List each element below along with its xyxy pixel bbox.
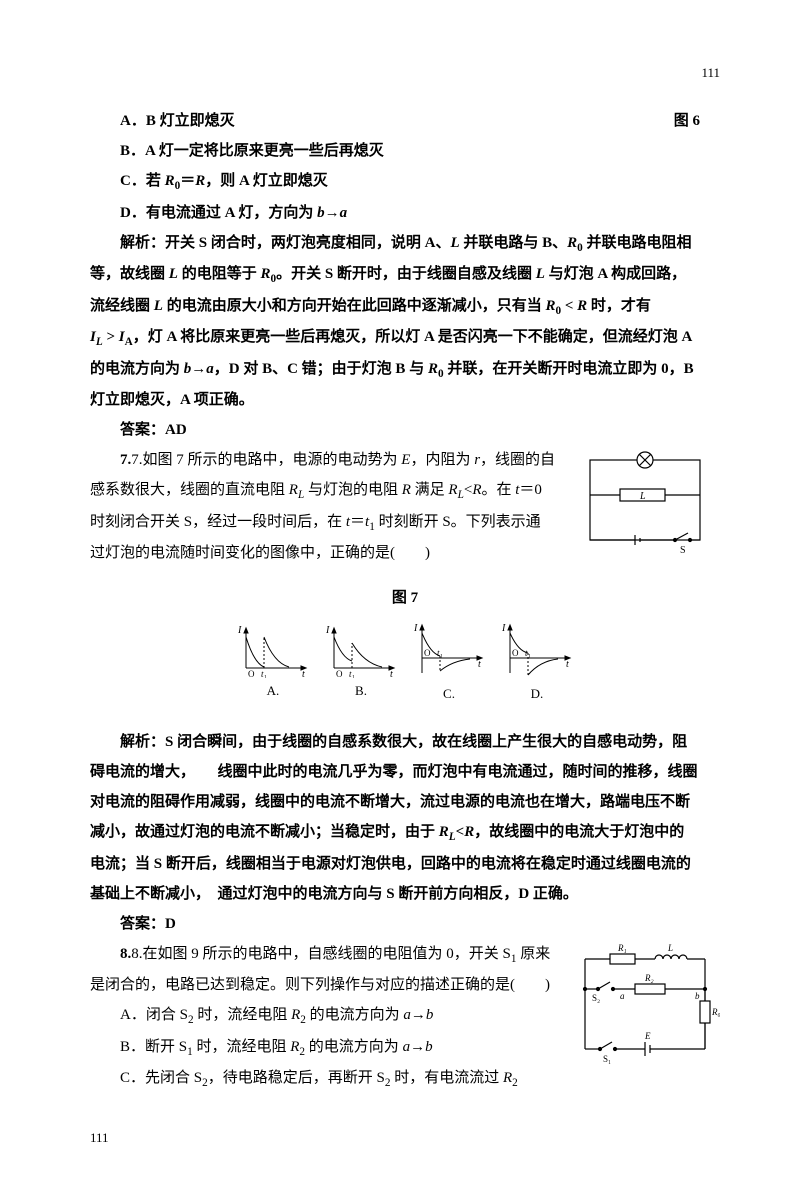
q8-opt-c: C．先闭合 S2，待电路稳定后，再断开 S2 时，有电流流过 R2 bbox=[90, 1063, 560, 1095]
q8-opt-b: B．断开 S1 时，流经电阻 R2 的电流方向为 a→b bbox=[90, 1032, 560, 1064]
opt-a: A．B 灯立即熄灭 图 6 bbox=[90, 106, 720, 136]
svg-text:a: a bbox=[620, 991, 625, 1001]
q7-stem-2: 感系数很大，线圈的直流电阻 RL 与灯泡的电阻 R 满足 RL<R。在 t＝0 bbox=[90, 475, 570, 507]
q8-opt-a: A．闭合 S2 时，流经电阻 R2 的电流方向为 a→b bbox=[90, 1000, 560, 1032]
fig9-circuit: R₁ L S₂ a R₂ b R₀ bbox=[570, 939, 720, 1069]
svg-text:I: I bbox=[413, 623, 418, 634]
svg-text:L: L bbox=[639, 491, 646, 502]
q7-row: 7.7.如图 7 所示的电路中，电源的电动势为 E，内阻为 r，线圈的自 感系数… bbox=[90, 445, 720, 568]
q8-row: 8.8.在如图 9 所示的电路中，自感线圈的电阻值为 0，开关 S1 原来 是闭… bbox=[90, 939, 720, 1095]
analysis-p5: 的电流方向为 b→a，D 对 B、C 错；由于灯泡 B 与 R0 并联，在开关断… bbox=[90, 354, 720, 386]
q7-stem-3: 时刻闭合开关 S，经过一段时间后，在 t＝t1 时刻断开 S。下列表示通 bbox=[90, 507, 570, 539]
q7-analysis-6: 基础上不断减小， 通过灯泡中的电流方向与 S 断开前方向相反，D 正确。 bbox=[90, 879, 720, 909]
fig7-label: 图 7 bbox=[90, 583, 720, 613]
q7-stem-4: 过灯泡的电流随时间变化的图像中，正确的是( ) bbox=[90, 538, 570, 568]
svg-text:R₀: R₀ bbox=[711, 1007, 720, 1017]
graph-d: I O t₁ t D. bbox=[498, 623, 576, 707]
graph-b: I O t₁ t B. bbox=[322, 623, 400, 707]
analysis-p6: 灯立即熄灭，A 项正确。 bbox=[90, 385, 720, 415]
q8-stem-1: 8.8.在如图 9 所示的电路中，自感线圈的电阻值为 0，开关 S1 原来 bbox=[90, 939, 560, 971]
q7-analysis-1: 解析：S 闭合瞬间，由于线圈的自感系数很大，故在线圈上产生很大的自感电动势，阻 bbox=[90, 727, 720, 757]
svg-text:I: I bbox=[237, 625, 242, 636]
answer-prev: 答案：AD bbox=[90, 415, 720, 445]
opt-b: B．A 灯一定将比原来更亮一些后再熄灭 bbox=[90, 136, 720, 166]
q7-analysis-2: 碍电流的增大， 线圈中此时的电流几乎为零，而灯泡中有电流通过，随时间的推移，线圈 bbox=[90, 757, 720, 787]
analysis-p3: 流经线圈 L 的电流由原大小和方向开始在此回路中逐渐减小，只有当 R0 < R … bbox=[90, 291, 720, 323]
svg-text:L: L bbox=[667, 943, 673, 953]
svg-text:R₂: R₂ bbox=[644, 973, 654, 983]
svg-text:t₁: t₁ bbox=[437, 648, 443, 658]
svg-text:t: t bbox=[302, 669, 305, 678]
svg-text:t: t bbox=[566, 659, 569, 670]
page-number-bottom: 111 bbox=[90, 1125, 720, 1151]
svg-text:O: O bbox=[424, 648, 431, 658]
graph-c: I O t₁ t C. bbox=[410, 623, 488, 707]
q7-answer: 答案：D bbox=[90, 909, 720, 939]
svg-text:t₁: t₁ bbox=[349, 669, 355, 678]
svg-text:t₁: t₁ bbox=[525, 648, 531, 658]
q7-stem-1: 7.7.如图 7 所示的电路中，电源的电动势为 E，内阻为 r，线圈的自 bbox=[90, 445, 570, 475]
q7-analysis-3: 对电流的阻碍作用减弱，线圈中的电流不断增大，流过电源的电流也在增大，路端电压不断 bbox=[90, 787, 720, 817]
svg-text:O: O bbox=[336, 669, 343, 678]
svg-text:S: S bbox=[680, 545, 686, 555]
graph-a: I O t₁ t A. bbox=[234, 623, 312, 707]
q7-analysis-4: 减小，故通过灯泡的电流不断减小；当稳定时，由于 RL<R，故线圈中的电流大于灯泡… bbox=[90, 817, 720, 849]
page-number-top: 111 bbox=[90, 60, 720, 86]
svg-text:E: E bbox=[644, 1031, 651, 1041]
svg-text:O: O bbox=[512, 648, 519, 658]
fig6-label: 图 6 bbox=[644, 106, 700, 136]
q7-graphs: I O t₁ t A. I O t₁ t B. bbox=[90, 623, 720, 707]
svg-text:S₁: S₁ bbox=[603, 1054, 611, 1064]
svg-text:R₁: R₁ bbox=[617, 943, 627, 953]
svg-text:O: O bbox=[248, 669, 255, 678]
svg-text:t: t bbox=[478, 659, 481, 670]
svg-text:I: I bbox=[325, 625, 330, 636]
q7-analysis-5: 电流；当 S 断开后，线圈相当于电源对灯泡供电，回路中的电流将在稳定时通过线圈电… bbox=[90, 849, 720, 879]
q8-stem-2: 是闭合的，电路已达到稳定。则下列操作与对应的描述正确的是( ) bbox=[90, 970, 560, 1000]
analysis-p1: 解析：开关 S 闭合时，两灯泡亮度相同，说明 A、L 并联电路与 B、R0 并联… bbox=[90, 228, 720, 260]
svg-text:S₂: S₂ bbox=[592, 993, 600, 1003]
opt-c: C．若 R0＝R，则 A 灯立即熄灭 bbox=[90, 166, 720, 198]
fig7-circuit: L S bbox=[580, 445, 720, 555]
svg-text:I: I bbox=[501, 623, 506, 634]
analysis-p2: 等，故线圈 L 的电阻等于 R0。开关 S 断开时，由于线圈自感及线圈 L 与灯… bbox=[90, 259, 720, 291]
svg-text:t₁: t₁ bbox=[261, 669, 267, 678]
opt-d: D．有电流通过 A 灯，方向为 b→a bbox=[90, 198, 720, 228]
svg-text:b: b bbox=[695, 991, 700, 1001]
analysis-p4: IL > IA，灯 A 将比原来更亮一些后再熄灭，所以灯 A 是否闪亮一下不能确… bbox=[90, 322, 720, 354]
svg-text:t: t bbox=[390, 669, 393, 678]
